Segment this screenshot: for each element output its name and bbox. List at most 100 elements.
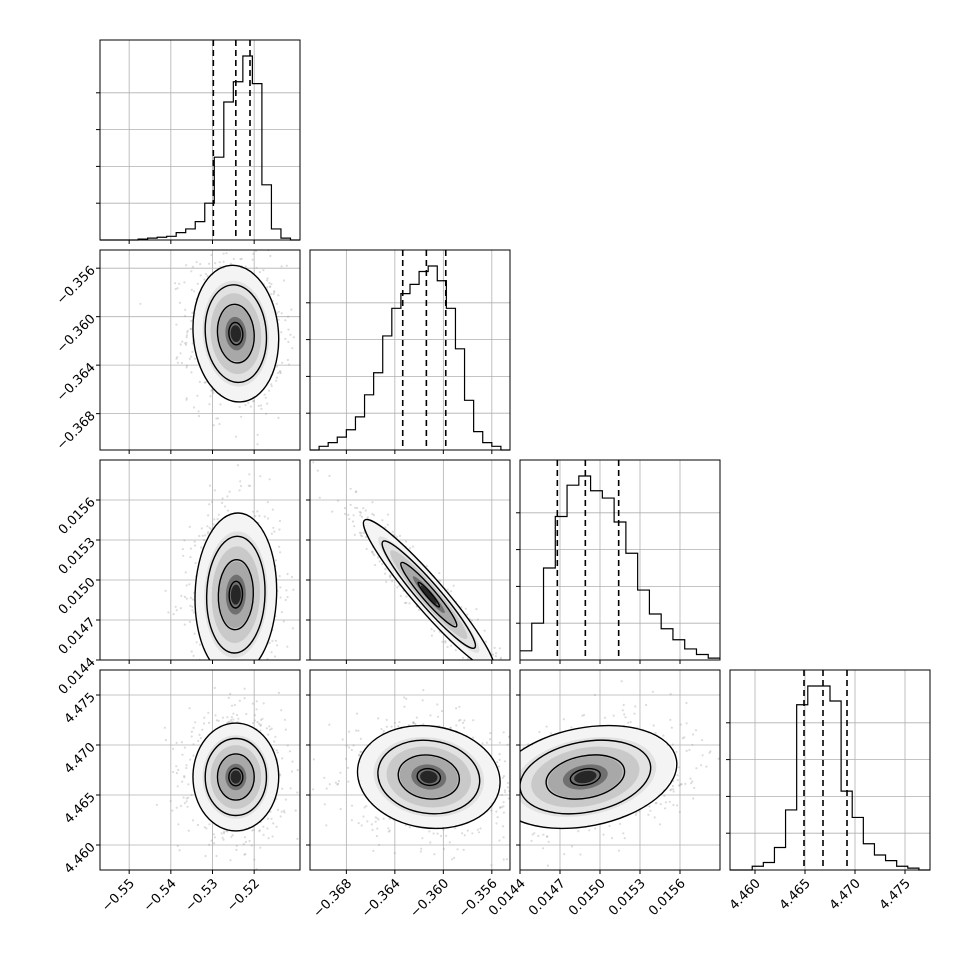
- sample-point: [191, 265, 194, 268]
- sample-point: [223, 830, 226, 833]
- sample-point: [210, 253, 213, 257]
- sample-point: [221, 501, 224, 504]
- sample-point: [393, 852, 396, 855]
- sample-point: [197, 410, 200, 413]
- sample-point: [190, 793, 193, 797]
- sample-point: [451, 858, 454, 861]
- sample-point: [185, 766, 188, 770]
- sample-point: [281, 757, 284, 760]
- sample-point: [243, 836, 246, 839]
- sample-point: [349, 487, 352, 490]
- sample-point: [225, 252, 228, 255]
- sample-point: [471, 736, 475, 739]
- sample-point: [235, 687, 237, 689]
- sample-point: [255, 700, 258, 703]
- sample-point: [262, 702, 265, 705]
- sample-point: [267, 733, 270, 736]
- sample-point: [512, 740, 514, 742]
- sample-point: [234, 662, 236, 664]
- sample-point: [507, 689, 509, 691]
- sample-point: [377, 818, 380, 821]
- sample-point: [675, 750, 678, 754]
- sample-point: [203, 381, 206, 384]
- sample-point: [360, 515, 364, 519]
- sample-point: [248, 484, 252, 487]
- sample-point: [437, 715, 440, 718]
- sample-point: [343, 512, 347, 516]
- sample-point: [452, 584, 455, 587]
- sample-point: [197, 414, 200, 418]
- sample-point: [189, 604, 192, 607]
- sample-point: [512, 690, 514, 692]
- sample-point: [253, 719, 256, 722]
- sample-point: [277, 310, 280, 313]
- sample-point: [245, 661, 247, 663]
- sample-point: [405, 697, 408, 701]
- sample-point: [229, 262, 232, 265]
- sample-point: [354, 491, 357, 494]
- sample-point: [290, 308, 293, 311]
- sample-point: [215, 417, 218, 420]
- sample-point: [266, 286, 269, 289]
- sample-point: [233, 685, 235, 687]
- sample-point: [694, 729, 698, 732]
- axes-frame: [519, 459, 721, 661]
- sample-point: [196, 707, 198, 709]
- sample-point: [213, 518, 216, 521]
- sample-point: [265, 727, 268, 730]
- sample-point: [268, 478, 271, 481]
- sample-point: [139, 302, 142, 305]
- sample-point: [277, 294, 280, 297]
- sample-point: [421, 699, 424, 702]
- sample-point: [453, 856, 456, 860]
- sample-point: [273, 291, 276, 294]
- sample-point: [634, 705, 637, 708]
- sample-point: [489, 665, 491, 667]
- sample-point: [212, 833, 215, 836]
- sample-point: [207, 721, 211, 725]
- sample-point: [185, 584, 188, 587]
- sample-point: [268, 389, 271, 392]
- sample-point: [670, 726, 673, 729]
- sample-point: [222, 252, 225, 255]
- sample-point: [272, 292, 275, 296]
- sample-point: [193, 357, 197, 360]
- sample-point: [274, 639, 277, 642]
- sample-point: [268, 665, 270, 667]
- sample-point: [185, 397, 188, 400]
- sample-point: [373, 554, 376, 557]
- sample-point: [620, 680, 623, 683]
- sample-point: [240, 257, 243, 260]
- histogram-panel-3: 4.460 4.465 4.470 4.475: [726, 669, 931, 913]
- sample-point: [463, 719, 466, 722]
- sample-point: [489, 664, 491, 666]
- sample-point: [199, 263, 202, 266]
- sample-point: [178, 849, 181, 852]
- sample-point: [690, 782, 693, 785]
- sample-point: [279, 371, 282, 375]
- sample-point: [278, 370, 281, 373]
- sample-point: [229, 692, 232, 696]
- sample-point: [230, 704, 234, 707]
- sample-point: [256, 720, 259, 724]
- density-fill: [230, 770, 242, 784]
- sample-point: [216, 678, 218, 680]
- sample-point: [375, 835, 378, 838]
- sample-point: [204, 272, 208, 276]
- sample-point: [360, 824, 363, 827]
- sample-point: [458, 705, 461, 708]
- sample-point: [412, 721, 415, 724]
- sample-point: [247, 484, 250, 487]
- sample-point: [179, 343, 182, 346]
- sample-point: [232, 675, 234, 677]
- sample-point: [664, 801, 668, 804]
- sample-point: [243, 661, 245, 663]
- sample-point: [208, 843, 211, 847]
- sample-point: [187, 829, 190, 832]
- sample-point: [259, 475, 262, 478]
- sample-point: [343, 507, 347, 510]
- sample-point: [501, 789, 503, 791]
- sample-point: [185, 597, 188, 600]
- sample-point: [183, 802, 186, 805]
- sample-point: [202, 538, 206, 542]
